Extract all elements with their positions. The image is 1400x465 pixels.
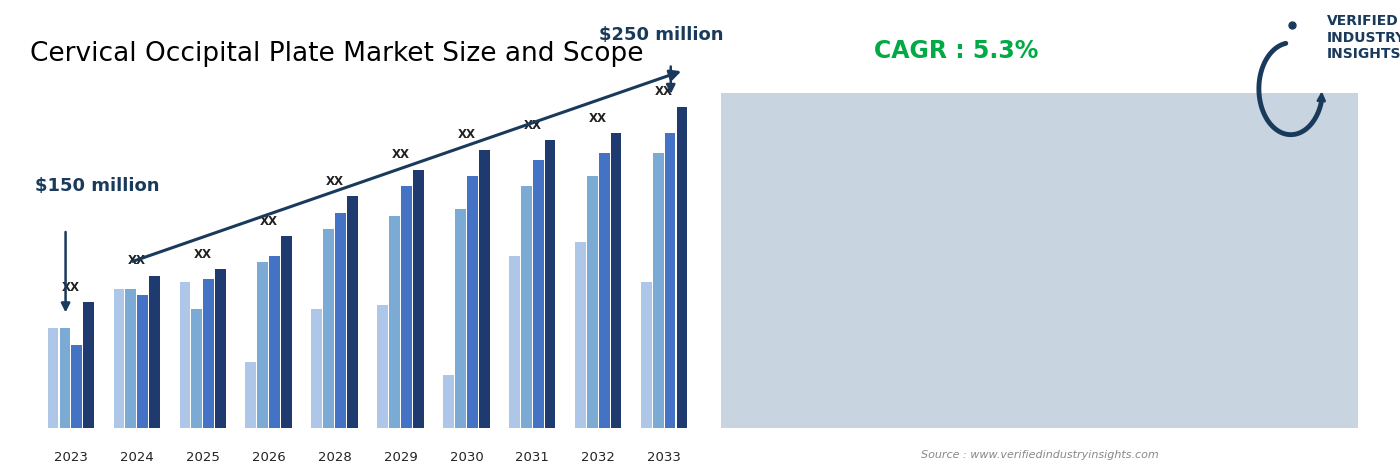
Text: XX: XX [524,119,542,132]
Bar [533,159,543,428]
Text: 2025: 2025 [186,451,220,464]
Bar [545,140,556,428]
Bar [311,309,322,428]
Text: 2030: 2030 [449,451,483,464]
Bar [587,176,598,428]
Text: Cervical Occipital Plate Market Size and Scope: Cervical Occipital Plate Market Size and… [29,40,644,66]
Text: XX: XX [655,86,673,99]
Text: XX: XX [62,281,80,294]
Bar [48,328,59,428]
Bar [400,186,412,428]
Text: 2026: 2026 [252,451,286,464]
Text: 2032: 2032 [581,451,615,464]
Bar [665,133,675,428]
Bar [179,282,190,428]
Bar [599,153,609,428]
Bar [192,309,202,428]
Text: XX: XX [259,214,277,227]
Bar [652,153,664,428]
Bar [378,306,388,428]
Bar [281,236,291,428]
Bar [150,276,160,428]
Text: Source : www.verifiedindustryinsights.com: Source : www.verifiedindustryinsights.co… [921,450,1159,460]
Bar [444,375,454,428]
Text: XX: XX [589,112,608,125]
Bar [413,170,424,428]
Bar [510,256,519,428]
Bar [455,209,466,428]
Bar [245,362,256,428]
Bar [335,213,346,428]
Bar [323,229,335,428]
Bar [60,328,70,428]
Bar [347,196,357,428]
Bar [71,345,83,428]
Text: XX: XX [326,175,343,188]
Bar [216,269,225,428]
Bar [269,256,280,428]
Text: 2033: 2033 [647,451,680,464]
Bar [113,289,125,428]
Text: $150 million: $150 million [35,177,160,195]
Text: $250 million: $250 million [599,26,724,44]
Bar [126,289,136,428]
Bar [610,133,622,428]
Text: 2031: 2031 [515,451,549,464]
Text: XX: XX [127,254,146,267]
Bar [203,279,214,428]
Text: 2028: 2028 [318,451,351,464]
Bar [575,242,585,428]
Bar [641,282,651,428]
Text: XX: XX [193,248,211,261]
FancyBboxPatch shape [721,93,1358,428]
Bar [521,186,532,428]
Bar [479,150,490,428]
Bar [137,295,148,428]
Bar [258,262,267,428]
Text: 2024: 2024 [120,451,154,464]
Text: 2029: 2029 [384,451,417,464]
Text: XX: XX [392,148,409,161]
Bar [389,216,400,428]
Bar [84,302,94,428]
Text: CAGR : 5.3%: CAGR : 5.3% [874,39,1039,63]
Bar [468,176,477,428]
Text: 2023: 2023 [55,451,88,464]
Bar [676,106,687,428]
Text: XX: XX [458,128,476,141]
Text: VERIFIED
INDUSTRY
INSIGHTS: VERIFIED INDUSTRY INSIGHTS [1327,14,1400,61]
